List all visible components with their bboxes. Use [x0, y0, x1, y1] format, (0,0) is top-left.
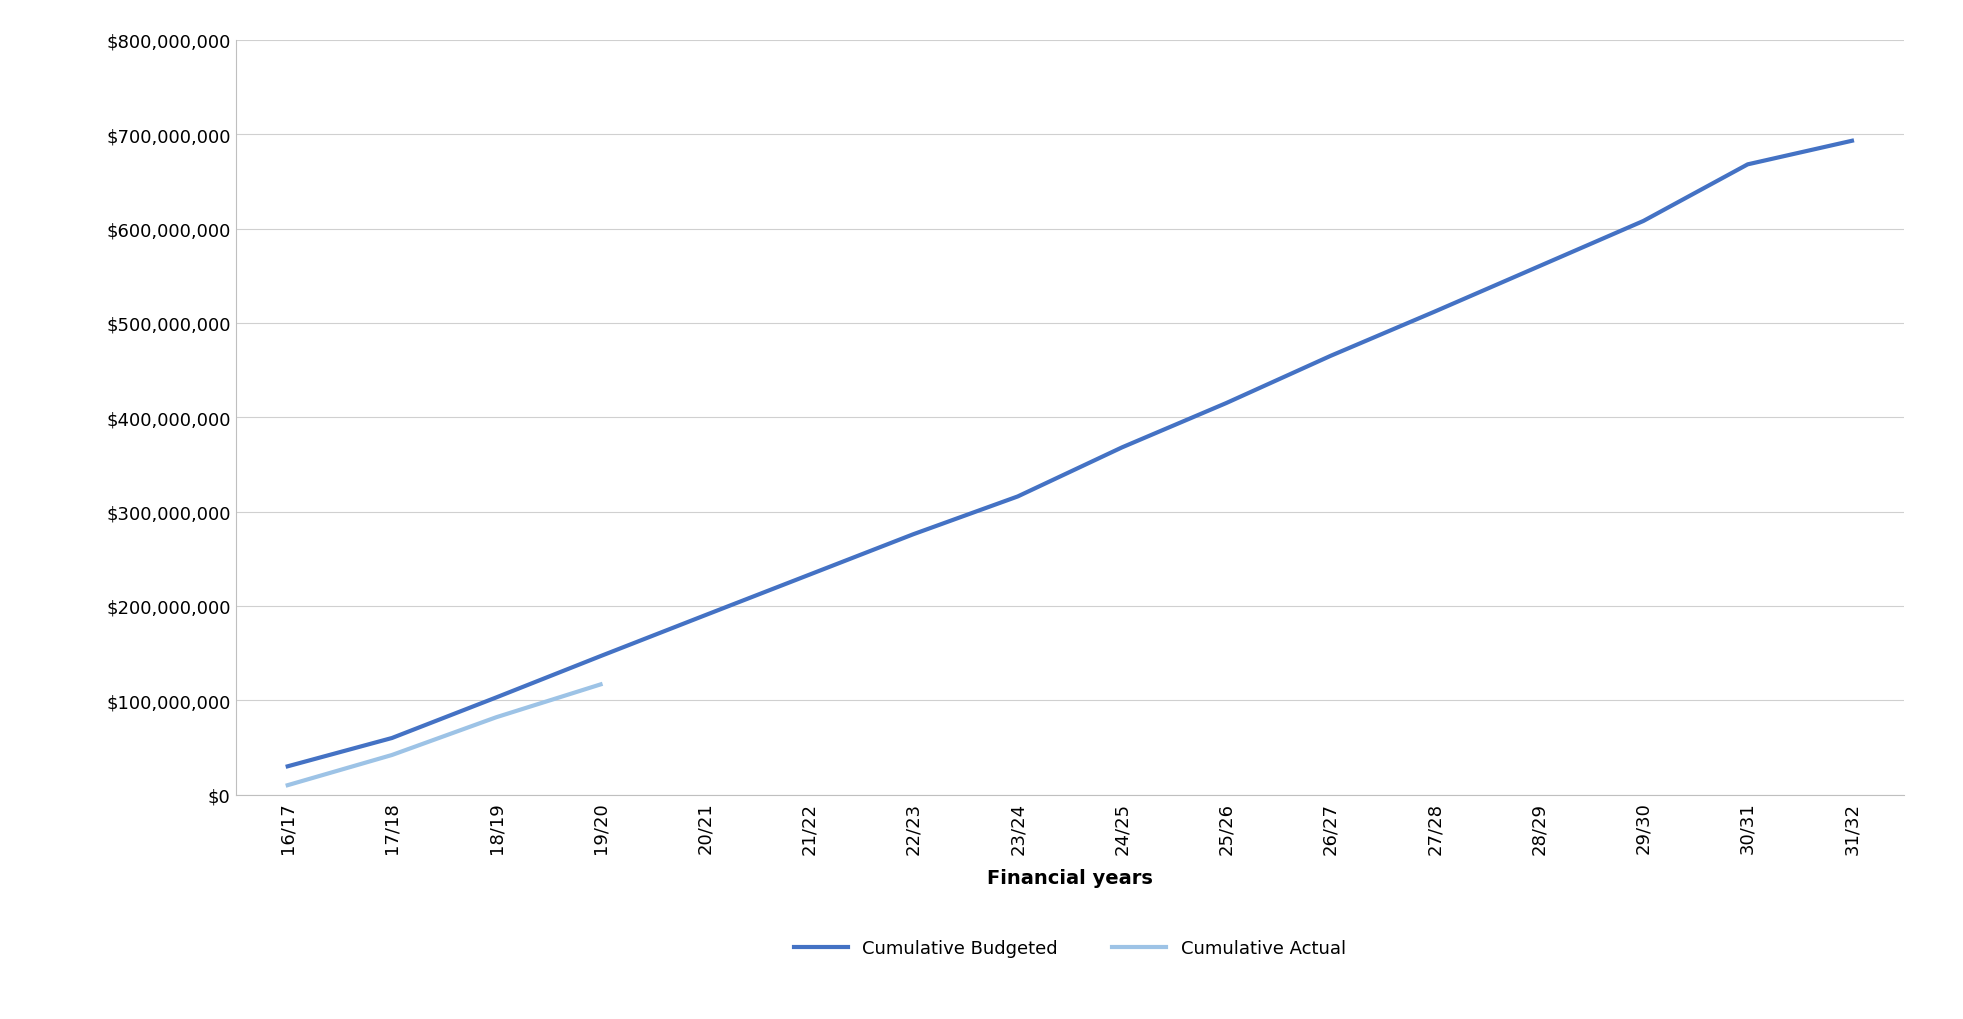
Cumulative Budgeted — [901, 529, 925, 541]
Cumulative Budgeted — [1319, 351, 1343, 363]
Cumulative Budgeted — [797, 569, 821, 581]
Cumulative Budgeted — [485, 692, 508, 704]
Cumulative Budgeted — [1839, 136, 1863, 148]
Cumulative Actual — [381, 749, 404, 761]
Cumulative Budgeted — [1735, 159, 1759, 171]
Cumulative Budgeted — [1005, 491, 1029, 503]
Cumulative Budgeted — [277, 760, 300, 772]
X-axis label: Financial years: Financial years — [987, 868, 1152, 887]
Cumulative Budgeted — [1215, 397, 1239, 410]
Cumulative Budgeted — [589, 650, 612, 662]
Cumulative Actual — [485, 711, 508, 723]
Cumulative Budgeted — [1527, 261, 1551, 273]
Cumulative Actual — [277, 780, 300, 792]
Line: Cumulative Budgeted: Cumulative Budgeted — [289, 142, 1851, 766]
Cumulative Budgeted — [381, 732, 404, 744]
Cumulative Budgeted — [1631, 216, 1655, 228]
Legend: Cumulative Budgeted, Cumulative Actual: Cumulative Budgeted, Cumulative Actual — [793, 940, 1347, 958]
Line: Cumulative Actual: Cumulative Actual — [289, 685, 601, 786]
Cumulative Actual — [589, 679, 612, 691]
Cumulative Budgeted — [693, 609, 716, 622]
Cumulative Budgeted — [1111, 442, 1135, 454]
Cumulative Budgeted — [1423, 306, 1447, 318]
